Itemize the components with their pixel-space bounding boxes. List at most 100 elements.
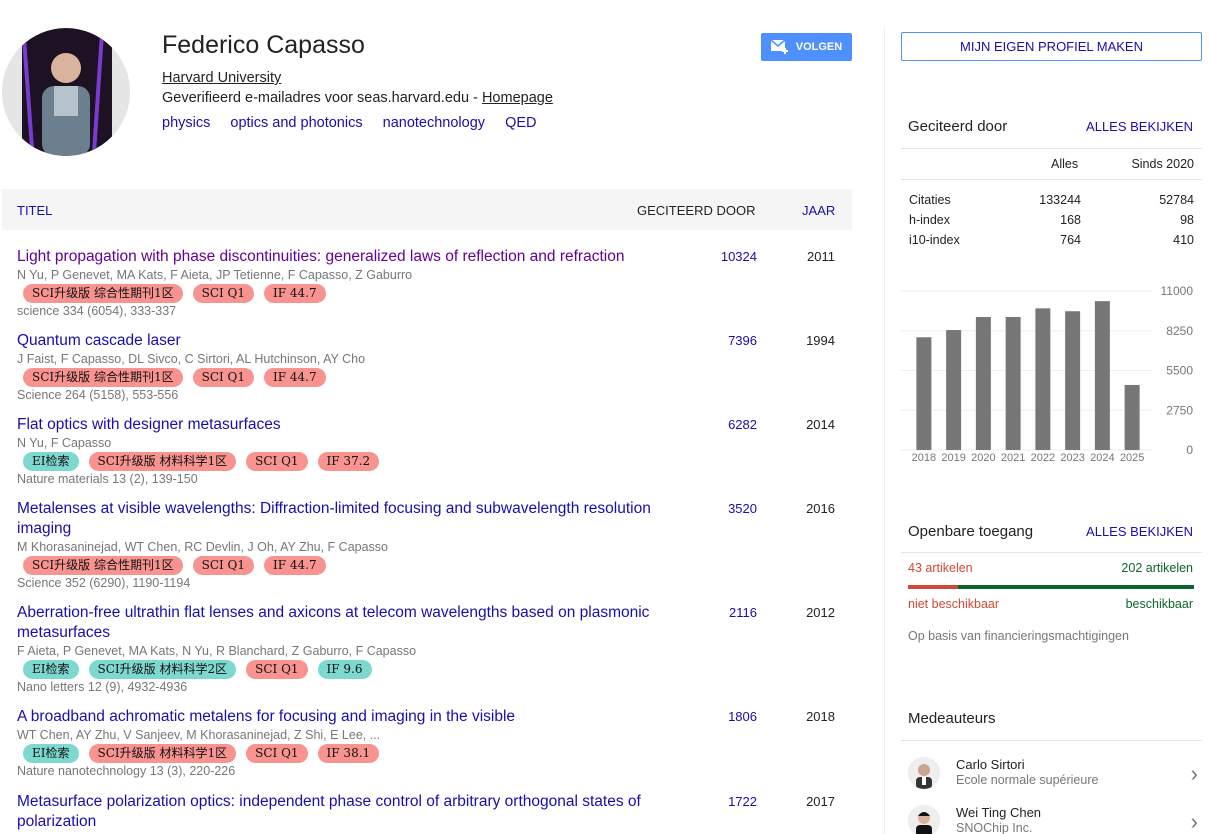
- profile-name: Federico Capasso: [162, 31, 365, 59]
- x-tick-label: 2019: [941, 452, 965, 464]
- tag-badge: IF 44.7: [264, 283, 326, 303]
- interest-link[interactable]: optics and photonics: [230, 115, 363, 131]
- interest-link[interactable]: physics: [162, 115, 211, 131]
- verified-email: Geverifieerd e-mailadres voor seas.harva…: [162, 90, 553, 106]
- article-authors: M Khorasaninejad, WT Chen, RC Devlin, J …: [17, 540, 388, 554]
- articles-table-header: TITEL GECITEERD DOOR JAAR: [2, 189, 852, 230]
- article-year: 2011: [807, 249, 835, 264]
- bar-2025[interactable]: [1124, 384, 1140, 450]
- cited-count-link[interactable]: 1722: [728, 794, 757, 809]
- available-bar: [958, 585, 1194, 589]
- homepage-link[interactable]: Homepage: [481, 90, 553, 106]
- tag-badge: SCI升级版 材料科学1区: [88, 451, 237, 471]
- coauthor-item[interactable]: Carlo Sirtori Ecole normale supérieure ›: [908, 757, 1198, 797]
- article-title[interactable]: Metalenses at visible wavelengths: Diffr…: [17, 499, 682, 539]
- coauthor-name: Carlo Sirtori: [956, 757, 1025, 772]
- article-year: 2012: [806, 605, 835, 620]
- article-title[interactable]: Aberration-free ultrathin flat lenses an…: [17, 603, 682, 643]
- stat-row: Citaties 133244 52784: [901, 190, 1202, 210]
- article-authors: J Faist, F Capasso, DL Sivco, C Sirtori,…: [17, 352, 366, 366]
- tag-badge: SCI升级版 综合性期刊1区: [23, 367, 183, 387]
- article-title-line: imaging: [17, 520, 72, 537]
- coauthor-item[interactable]: Wei Ting Chen SNOChip Inc. ›: [908, 805, 1198, 834]
- tag-badge: IF 44.7: [264, 367, 326, 387]
- open-access-note: Op basis van financieringsmachtigingen: [908, 629, 1129, 643]
- cited-count-link[interactable]: 6282: [728, 417, 757, 432]
- tag-badge: SCI Q1: [246, 451, 308, 471]
- bar-2020[interactable]: [975, 317, 991, 450]
- bar-2021[interactable]: [1005, 317, 1021, 450]
- tag-badge: SCI Q1: [246, 743, 308, 763]
- cited-by-heading: Geciteerd door: [908, 118, 1008, 135]
- article-year: 2016: [806, 501, 835, 516]
- article-title[interactable]: Light propagation with phase discontinui…: [17, 248, 625, 265]
- article-title[interactable]: A broadband achromatic metalens for focu…: [17, 708, 516, 725]
- stat-since: 98: [1180, 213, 1194, 227]
- cited-count-link[interactable]: 3520: [728, 501, 757, 516]
- journal-tags: EI检索 SCI升级版 材料科学2区 SCI Q1 IF 9.6: [23, 659, 852, 679]
- bar-2022[interactable]: [1035, 308, 1051, 450]
- bar-2023[interactable]: [1065, 311, 1081, 450]
- article-authors: N Yu, F Capasso: [17, 436, 112, 450]
- divider: [901, 148, 1202, 149]
- cited-count-link[interactable]: 7396: [728, 333, 757, 348]
- available-label: beschikbaar: [1125, 597, 1193, 611]
- tag-badge: IF 37.2: [317, 451, 380, 471]
- article-venue: Nature nanotechnology 13 (3), 220-226: [17, 764, 236, 778]
- divider: [901, 740, 1202, 741]
- article-venue: science 334 (6054), 333-337: [17, 304, 177, 318]
- article-venue: Science 352 (6290), 1190-1194: [17, 576, 191, 590]
- open-access-view-all-link[interactable]: ALLES BEKIJKEN: [1086, 524, 1193, 539]
- follow-label: VOLGEN: [795, 41, 843, 53]
- interest-link[interactable]: nanotechnology: [382, 115, 486, 131]
- tag-badge: SCI Q1: [192, 283, 255, 303]
- mail-plus-icon: [770, 40, 788, 54]
- bar-2024[interactable]: [1094, 301, 1110, 450]
- coauthor-org: SNOChip Inc.: [956, 821, 1033, 834]
- article-title[interactable]: Flat optics with designer metasurfaces: [17, 416, 281, 433]
- interest-link[interactable]: QED: [505, 115, 537, 131]
- stat-row: i10-index 764 410: [901, 230, 1202, 250]
- chevron-right-icon: ›: [1190, 809, 1198, 834]
- avatar: [908, 757, 940, 789]
- tag-badge: EI检索: [23, 743, 79, 763]
- tag-badge: SCI Q1: [192, 367, 255, 387]
- create-own-profile-button[interactable]: MIJN EIGEN PROFIEL MAKEN: [901, 32, 1202, 61]
- cited-count-link[interactable]: 10324: [720, 249, 757, 264]
- journal-tags: SCI升级版 综合性期刊1区 SCI Q1 IF 44.7: [23, 367, 852, 387]
- x-tick-label: 2021: [1001, 452, 1025, 464]
- article-authors: WT Chen, AY Zhu, V Sanjeev, M Khorasanin…: [17, 728, 381, 742]
- sort-title[interactable]: TITEL: [17, 203, 53, 218]
- table-row: Flat optics with designer metasurfaces N…: [17, 415, 852, 487]
- cited-count-link[interactable]: 2116: [729, 605, 757, 620]
- table-row: Quantum cascade laser J Faist, F Capasso…: [17, 331, 852, 403]
- bar-2019[interactable]: [946, 330, 962, 450]
- divider: [901, 552, 1202, 553]
- stat-since: 410: [1173, 233, 1194, 247]
- unavailable-label: niet beschikbaar: [908, 597, 1000, 611]
- available-count[interactable]: 202 artikelen: [1121, 561, 1193, 575]
- stat-row: h-index 168 98: [901, 210, 1202, 230]
- sort-cited-by[interactable]: GECITEERD DOOR: [637, 203, 756, 218]
- table-row: Light propagation with phase discontinui…: [17, 247, 852, 319]
- unavailable-count[interactable]: 43 artikelen: [908, 561, 973, 575]
- affiliation-link[interactable]: Harvard University: [162, 70, 282, 86]
- article-title-line: polarization: [17, 813, 97, 830]
- article-venue: Nature materials 13 (2), 139-150: [17, 472, 198, 486]
- article-title[interactable]: Quantum cascade laser: [17, 332, 181, 349]
- y-tick-label: 0: [1186, 443, 1193, 457]
- cited-count-link[interactable]: 1806: [728, 709, 757, 724]
- tag-badge: SCI升级版 材料科学2区: [88, 659, 237, 679]
- x-tick-label: 2018: [912, 452, 936, 464]
- y-tick-label: 8250: [1166, 324, 1193, 338]
- article-year: 2018: [806, 709, 835, 724]
- cited-by-view-all-link[interactable]: ALLES BEKIJKEN: [1086, 119, 1193, 134]
- article-title[interactable]: Metasurface polarization optics: indepen…: [17, 792, 682, 832]
- journal-tags: SCI升级版 综合性期刊1区 SCI Q1 IF 44.7: [23, 283, 852, 303]
- article-year: 2014: [806, 417, 835, 432]
- sort-year[interactable]: JAAR: [802, 203, 836, 218]
- tag-badge: SCI升级版 材料科学1区: [88, 743, 237, 763]
- follow-button[interactable]: VOLGEN: [761, 33, 852, 61]
- stat-all: 764: [1060, 233, 1081, 247]
- bar-2018[interactable]: [916, 337, 932, 450]
